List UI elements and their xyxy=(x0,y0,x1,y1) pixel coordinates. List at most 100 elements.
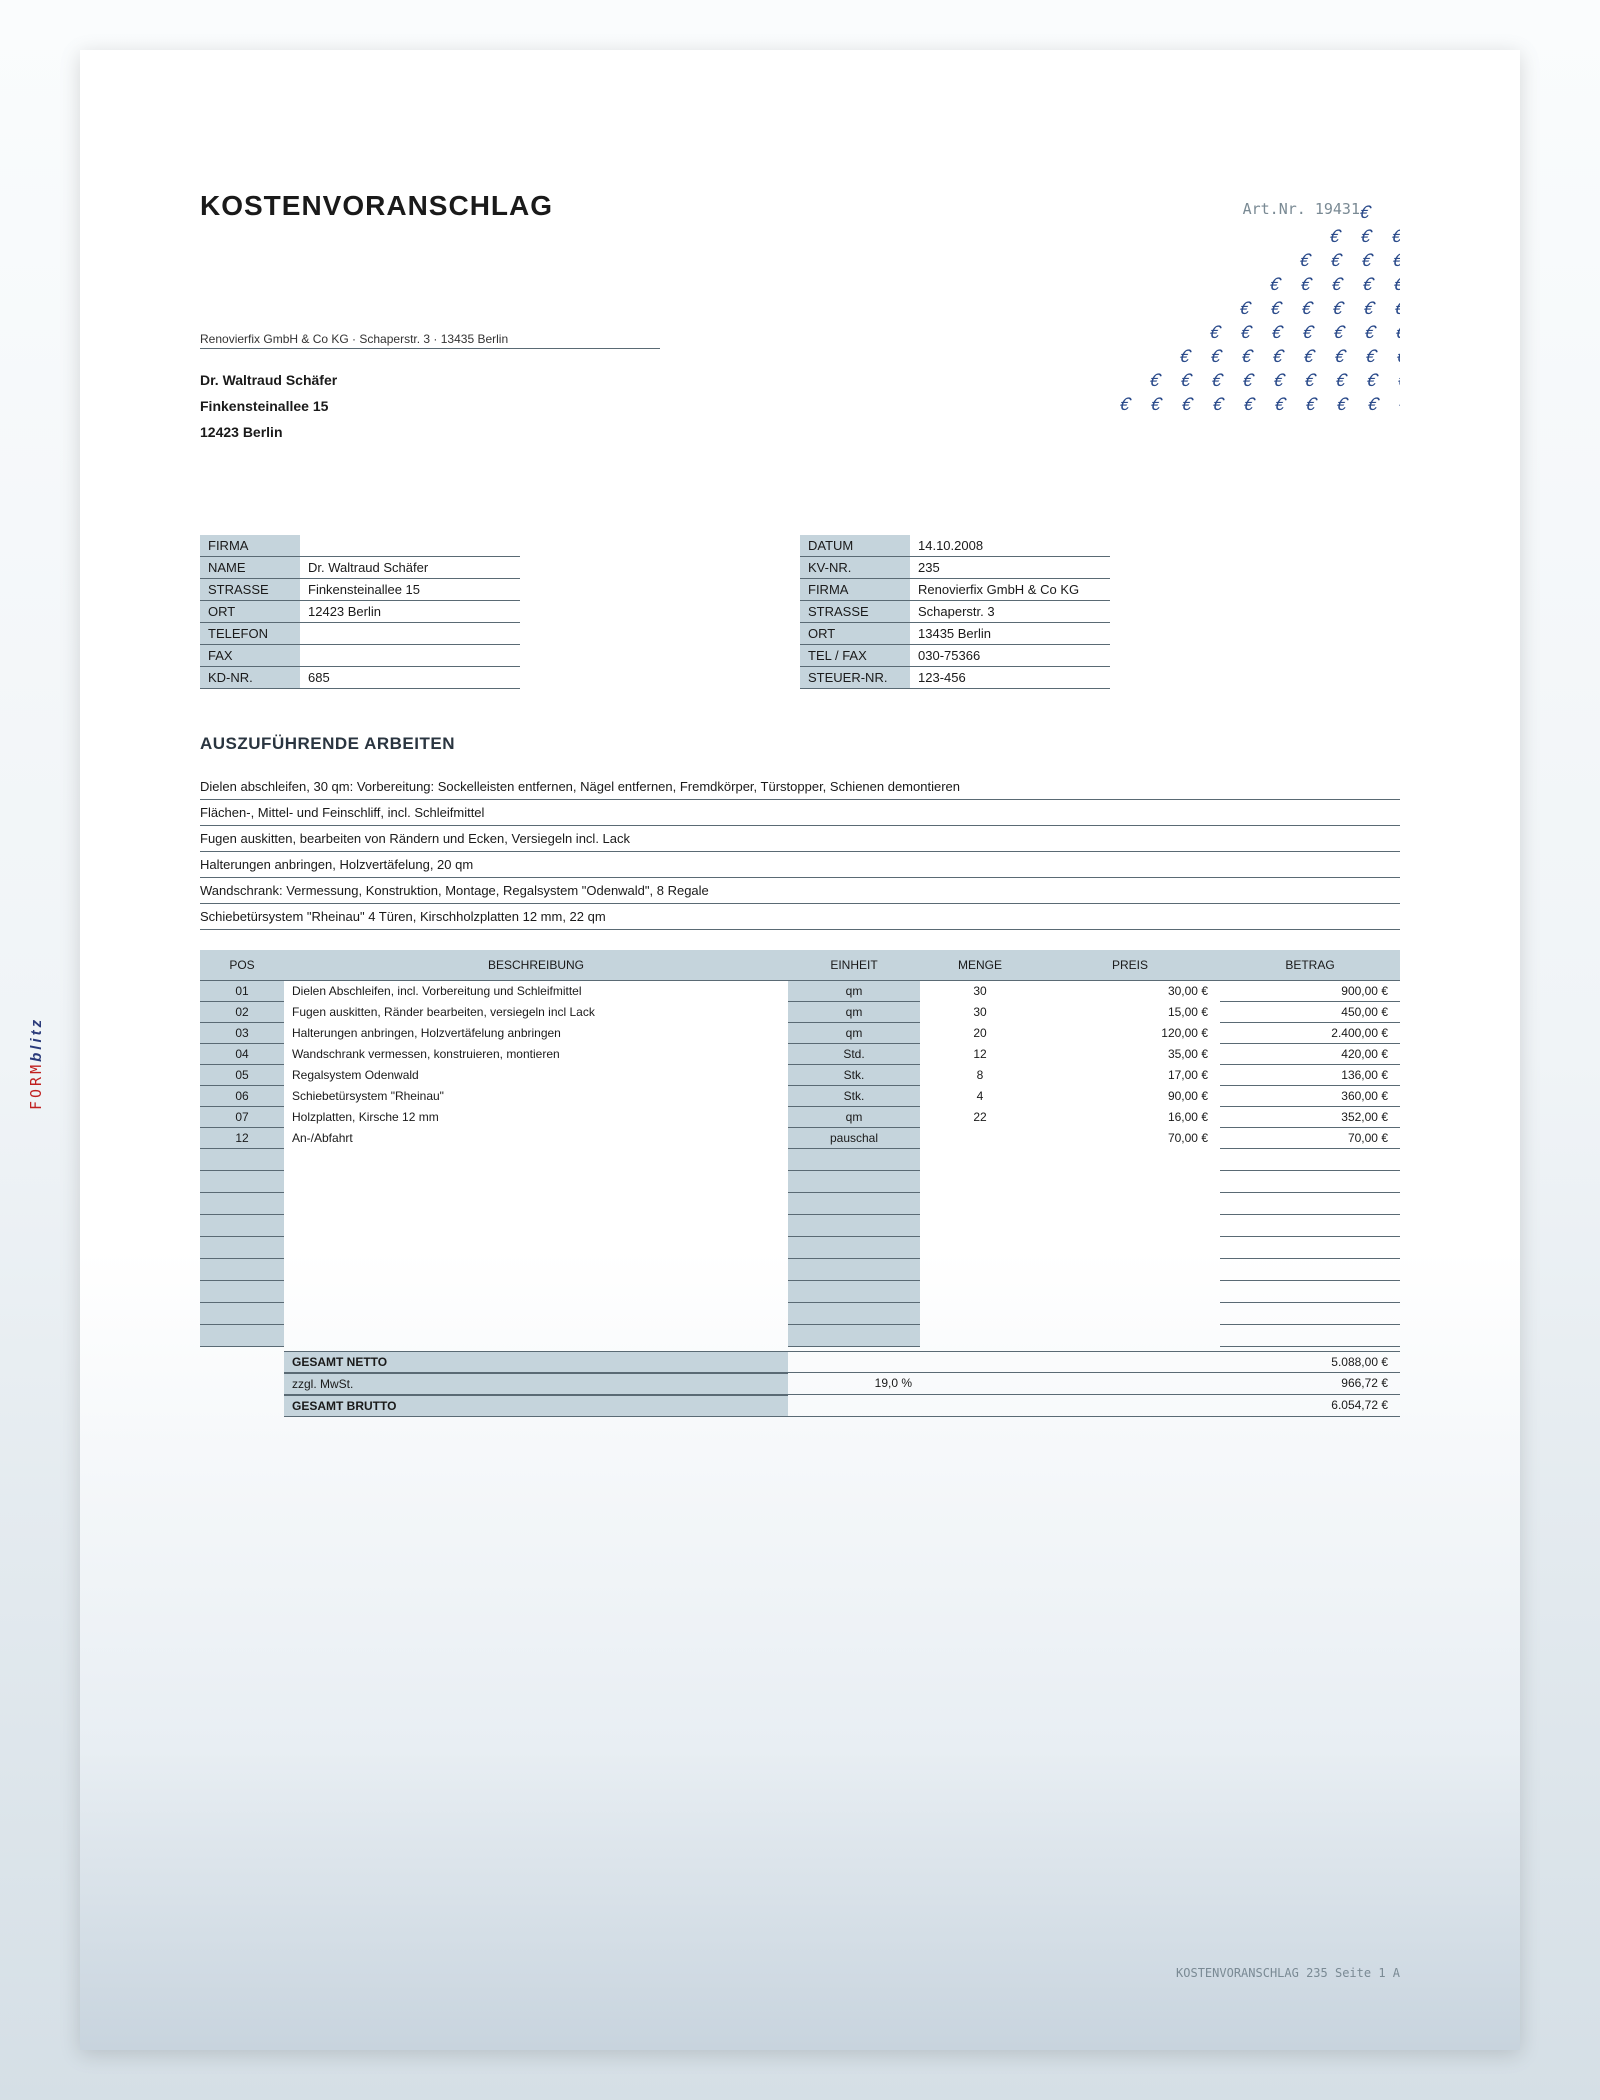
item-price: 35,00 € xyxy=(1040,1044,1220,1065)
item-row-empty xyxy=(200,1281,1400,1303)
company-row: ORT13435 Berlin xyxy=(800,623,1110,645)
item-amount: 136,00 € xyxy=(1220,1065,1400,1086)
item-amount: 450,00 € xyxy=(1220,1002,1400,1023)
item-row: 07Holzplatten, Kirsche 12 mmqm2216,00 €3… xyxy=(200,1107,1400,1128)
customer-row: STRASSEFinkensteinallee 15 xyxy=(200,579,520,601)
work-item: Schiebetürsystem "Rheinau" 4 Türen, Kirs… xyxy=(200,904,1400,930)
item-pos: 06 xyxy=(200,1086,284,1107)
info-section: FIRMANAMEDr. Waltraud SchäferSTRASSEFink… xyxy=(200,535,1400,689)
item-row: 05Regalsystem OdenwaldStk.817,00 €136,00… xyxy=(200,1065,1400,1086)
item-qty: 20 xyxy=(920,1023,1040,1044)
customer-row: FAX xyxy=(200,645,520,667)
item-pos: 01 xyxy=(200,981,284,1002)
item-row-empty xyxy=(200,1325,1400,1347)
item-row: 03Halterungen anbringen, Holzvertäfelung… xyxy=(200,1023,1400,1044)
customer-row: KD-NR.685 xyxy=(200,667,520,689)
item-unit xyxy=(788,1215,920,1237)
customer-value: 12423 Berlin xyxy=(300,601,520,623)
item-qty xyxy=(920,1128,1040,1149)
items-table: POS BESCHREIBUNG EINHEIT MENGE PREIS BET… xyxy=(200,950,1400,1347)
item-row-empty xyxy=(200,1171,1400,1193)
totals-vat-amount: 966,72 € xyxy=(1220,1373,1400,1395)
item-pos xyxy=(200,1281,284,1303)
item-qty: 8 xyxy=(920,1065,1040,1086)
item-unit xyxy=(788,1149,920,1171)
company-value: Schaperstr. 3 xyxy=(910,601,1110,623)
items-header-row: POS BESCHREIBUNG EINHEIT MENGE PREIS BET… xyxy=(200,950,1400,981)
item-row: 01Dielen Abschleifen, incl. Vorbereitung… xyxy=(200,981,1400,1002)
watermark-form: FORM xyxy=(27,1062,45,1110)
header-pos: POS xyxy=(200,950,284,981)
header-qty: MENGE xyxy=(920,950,1040,981)
item-desc: Dielen Abschleifen, incl. Vorbereitung u… xyxy=(284,981,788,1002)
totals-block: GESAMT NETTO 5.088,00 € zzgl. MwSt. 19,0… xyxy=(200,1351,1400,1417)
item-unit: qm xyxy=(788,1002,920,1023)
totals-gross-label: GESAMT BRUTTO xyxy=(284,1395,788,1417)
customer-label: STRASSE xyxy=(200,579,300,601)
company-value: Renovierfix GmbH & Co KG xyxy=(910,579,1110,601)
totals-vat-rate: 19,0 % xyxy=(788,1373,920,1395)
item-unit xyxy=(788,1325,920,1347)
customer-info-table: FIRMANAMEDr. Waltraud SchäferSTRASSEFink… xyxy=(200,535,520,689)
item-row-empty xyxy=(200,1149,1400,1171)
customer-value: 685 xyxy=(300,667,520,689)
sender-address-line: Renovierfix GmbH & Co KG · Schaperstr. 3… xyxy=(200,332,660,349)
item-unit: qm xyxy=(788,981,920,1002)
company-label: TEL / FAX xyxy=(800,645,910,667)
customer-row: TELEFON xyxy=(200,623,520,645)
work-item: Dielen abschleifen, 30 qm: Vorbereitung:… xyxy=(200,774,1400,800)
item-row-empty xyxy=(200,1259,1400,1281)
work-item: Wandschrank: Vermessung, Konstruktion, M… xyxy=(200,878,1400,904)
item-amount: 352,00 € xyxy=(1220,1107,1400,1128)
totals-gross-row: GESAMT BRUTTO 6.054,72 € xyxy=(200,1395,1400,1417)
company-label: STEUER-NR. xyxy=(800,667,910,689)
item-price: 90,00 € xyxy=(1040,1086,1220,1107)
item-row: 12An-/Abfahrtpauschal70,00 €70,00 € xyxy=(200,1128,1400,1149)
item-desc: Wandschrank vermessen, konstruieren, mon… xyxy=(284,1044,788,1065)
formblitz-watermark: FORMblitz xyxy=(27,1017,45,1110)
item-desc: Regalsystem Odenwald xyxy=(284,1065,788,1086)
item-unit xyxy=(788,1237,920,1259)
item-pos xyxy=(200,1303,284,1325)
footer-note: KOSTENVORANSCHLAG 235 Seite 1 A xyxy=(1176,1966,1400,1980)
item-pos xyxy=(200,1325,284,1347)
customer-label: FIRMA xyxy=(200,535,300,557)
item-price: 120,00 € xyxy=(1040,1023,1220,1044)
item-qty: 12 xyxy=(920,1044,1040,1065)
item-pos: 05 xyxy=(200,1065,284,1086)
company-value: 14.10.2008 xyxy=(910,535,1110,557)
item-desc: Schiebetürsystem "Rheinau" xyxy=(284,1086,788,1107)
item-price: 16,00 € xyxy=(1040,1107,1220,1128)
item-pos: 07 xyxy=(200,1107,284,1128)
customer-value xyxy=(300,535,520,557)
item-desc: Holzplatten, Kirsche 12 mm xyxy=(284,1107,788,1128)
totals-net-amount: 5.088,00 € xyxy=(1220,1351,1400,1373)
item-pos xyxy=(200,1149,284,1171)
company-value: 235 xyxy=(910,557,1110,579)
totals-vat-label: zzgl. MwSt. xyxy=(284,1373,788,1395)
work-item: Halterungen anbringen, Holzvertäfelung, … xyxy=(200,852,1400,878)
item-price: 17,00 € xyxy=(1040,1065,1220,1086)
company-label: STRASSE xyxy=(800,601,910,623)
item-row-empty xyxy=(200,1193,1400,1215)
item-amount: 70,00 € xyxy=(1220,1128,1400,1149)
item-row-empty xyxy=(200,1237,1400,1259)
item-row-empty xyxy=(200,1303,1400,1325)
company-row: STRASSESchaperstr. 3 xyxy=(800,601,1110,623)
watermark-blitz: blitz xyxy=(28,1017,45,1062)
item-qty: 4 xyxy=(920,1086,1040,1107)
company-row: FIRMARenovierfix GmbH & Co KG xyxy=(800,579,1110,601)
totals-net-label: GESAMT NETTO xyxy=(284,1351,788,1373)
item-unit xyxy=(788,1259,920,1281)
company-row: TEL / FAX030-75366 xyxy=(800,645,1110,667)
totals-gross-amount: 6.054,72 € xyxy=(1220,1395,1400,1417)
item-desc: Halterungen anbringen, Holzvertäfelung a… xyxy=(284,1023,788,1044)
item-pos: 02 xyxy=(200,1002,284,1023)
item-qty: 30 xyxy=(920,1002,1040,1023)
item-row: 06Schiebetürsystem "Rheinau"Stk.490,00 €… xyxy=(200,1086,1400,1107)
item-pos xyxy=(200,1215,284,1237)
item-price: 30,00 € xyxy=(1040,981,1220,1002)
item-unit: pauschal xyxy=(788,1128,920,1149)
item-row: 04Wandschrank vermessen, konstruieren, m… xyxy=(200,1044,1400,1065)
work-list: Dielen abschleifen, 30 qm: Vorbereitung:… xyxy=(200,774,1400,930)
